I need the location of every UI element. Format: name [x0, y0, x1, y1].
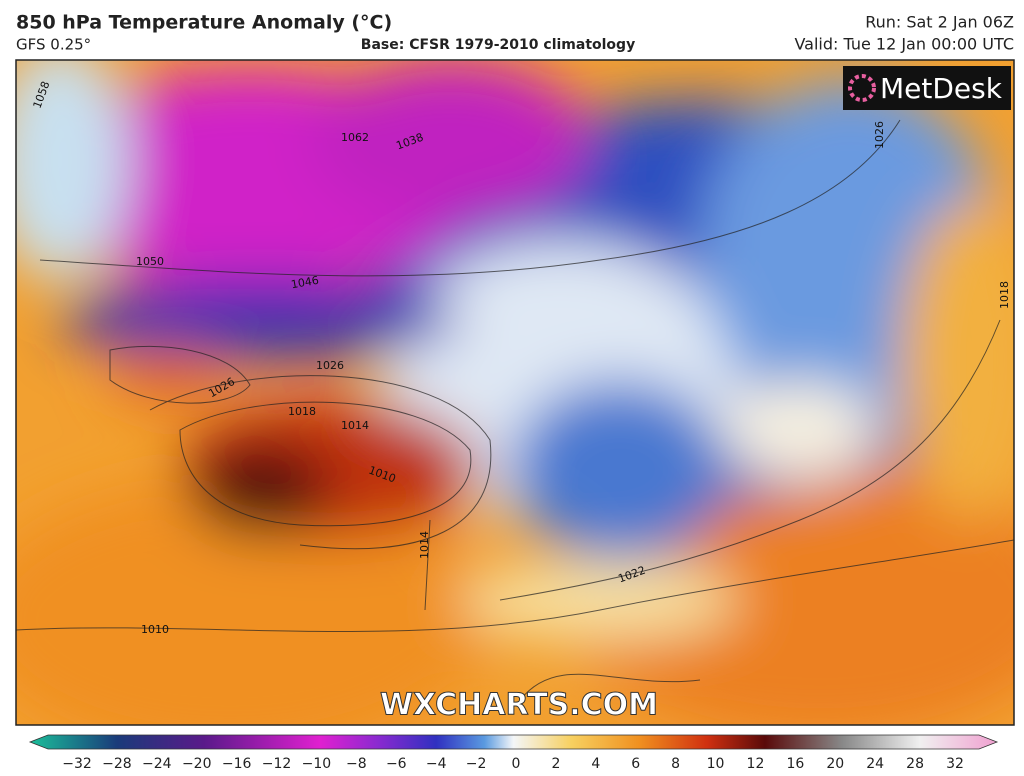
colorbar-label: −24 — [142, 756, 172, 772]
colorbar-label: 4 — [591, 756, 600, 772]
colorbar-label: −28 — [102, 756, 132, 772]
base: Base: CFSR 1979-2010 climatology — [361, 37, 635, 53]
contour-label: 1026 — [873, 121, 886, 149]
colorbar-label: −20 — [182, 756, 212, 772]
colorbar-label: 24 — [866, 756, 884, 772]
colorbar-label: 8 — [671, 756, 680, 772]
colorbar-label: 2 — [551, 756, 560, 772]
colorbar-label: 16 — [786, 756, 804, 772]
colorbar-label: −6 — [386, 756, 407, 772]
colorbar-label: 6 — [631, 756, 640, 772]
contour-label: 1014 — [341, 419, 369, 432]
map-frame — [15, 59, 1015, 726]
colorbar — [28, 734, 999, 750]
colorbar-label: 0 — [512, 756, 521, 772]
run: Run: Sat 2 Jan 06Z — [865, 13, 1014, 32]
colorbar-label: −8 — [346, 756, 367, 772]
colorbar-label: −16 — [222, 756, 252, 772]
colorbar-label: −10 — [302, 756, 332, 772]
logo-icon — [848, 74, 876, 102]
contour-label: 1046 — [290, 274, 320, 292]
colorbar-label: −32 — [62, 756, 92, 772]
title: 850 hPa Temperature Anomaly (°C) — [16, 12, 392, 34]
colorbar-label: 32 — [946, 756, 964, 772]
model: GFS 0.25° — [16, 36, 91, 54]
contour-label: 1026 — [316, 359, 344, 372]
colorbar-label: 20 — [826, 756, 844, 772]
contour-label: 1018 — [288, 405, 316, 418]
logo-box — [843, 66, 1011, 110]
map — [16, 60, 1014, 725]
colorbar-label: −4 — [426, 756, 447, 772]
valid: Valid: Tue 12 Jan 00:00 UTC — [794, 35, 1014, 54]
colorbar-label: 28 — [906, 756, 924, 772]
contour-label: 1050 — [136, 255, 164, 268]
contour-label: 1062 — [341, 131, 369, 144]
colorbar-label: −12 — [262, 756, 292, 772]
colorbar-label: −2 — [466, 756, 487, 772]
colorbar-label: 10 — [707, 756, 725, 772]
colorbar-label: 12 — [747, 756, 765, 772]
contour-label: 1014 — [418, 531, 431, 559]
contour-label: 1018 — [998, 281, 1011, 309]
watermark: WXCHARTS.COM — [380, 688, 658, 723]
contour-label: 1010 — [141, 623, 169, 636]
logo: MetDesk — [880, 72, 1003, 105]
